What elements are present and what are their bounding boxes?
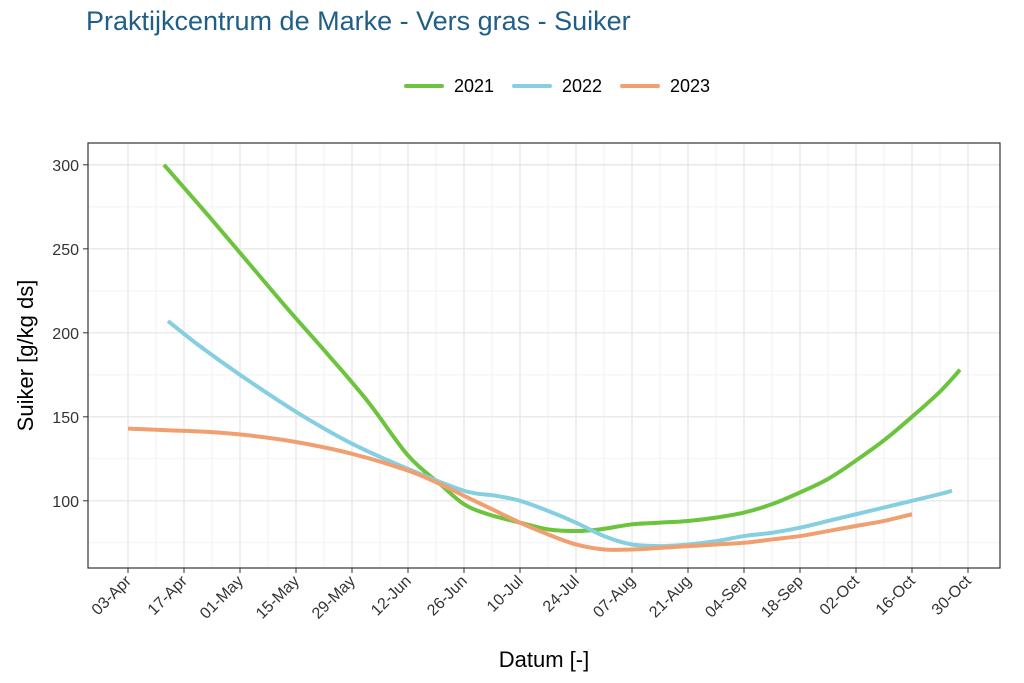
legend-item-2023: 2023 xyxy=(620,72,710,100)
series-line-2023 xyxy=(127,426,913,552)
y-tick-label: 300 xyxy=(52,158,79,175)
x-tick-label: 07-Aug xyxy=(590,573,639,622)
legend-item-2022: 2022 xyxy=(512,72,602,100)
x-tick-label: 29-May xyxy=(309,573,359,623)
series-lines xyxy=(127,163,962,552)
x-tick-label: 02-Oct xyxy=(817,572,863,618)
y-axis: 100 150 200 250 300 xyxy=(52,158,88,511)
legend-swatch-2022 xyxy=(512,84,552,88)
series-line-2021 xyxy=(162,163,962,534)
panel-border xyxy=(87,142,1001,569)
x-tick-label: 04-Sep xyxy=(702,573,751,622)
chart-title: Praktijkcentrum de Marke - Vers gras - S… xyxy=(86,6,631,36)
legend-item-2021: 2021 xyxy=(404,72,494,100)
x-tick-label: 24-Jul xyxy=(540,573,583,616)
x-tick-label: 18-Sep xyxy=(758,573,807,622)
x-tick-label: 10-Jul xyxy=(484,573,527,616)
legend-swatch-2023 xyxy=(620,84,660,88)
legend-label-2021: 2021 xyxy=(454,75,495,96)
y-tick-label: 250 xyxy=(52,242,79,259)
legend-label-2023: 2023 xyxy=(670,75,711,96)
x-tick-label: 03-Apr xyxy=(89,572,135,618)
x-tick-label: 12-Jun xyxy=(368,573,415,620)
legend-label-2022: 2022 xyxy=(562,75,603,96)
y-tick-label: 200 xyxy=(52,326,79,343)
y-tick-label: 100 xyxy=(52,494,79,511)
grid-minor xyxy=(88,143,1000,568)
x-tick-label: 21-Aug xyxy=(646,573,695,622)
x-tick-label: 01-May xyxy=(197,573,247,623)
x-axis: 03-Apr 17-Apr 01-May 15-May 29-May 12-Jun 26-J… xyxy=(89,568,975,623)
x-tick-label: 30-Oct xyxy=(929,572,975,618)
legend: 2021 2022 2023 xyxy=(0,72,1024,100)
grid-major xyxy=(88,143,1000,568)
legend-swatch-2021 xyxy=(404,84,444,88)
x-tick-label: 17-Apr xyxy=(145,572,191,618)
y-axis-title: Suiker [g/kg ds] xyxy=(13,280,38,432)
x-axis-title: Datum [-] xyxy=(499,647,589,672)
y-tick-label: 150 xyxy=(52,410,79,427)
x-tick-label: 16-Oct xyxy=(873,572,919,618)
x-tick-label: 15-May xyxy=(253,573,303,623)
x-tick-label: 26-Jun xyxy=(424,573,471,620)
series-line-2022 xyxy=(166,319,953,549)
